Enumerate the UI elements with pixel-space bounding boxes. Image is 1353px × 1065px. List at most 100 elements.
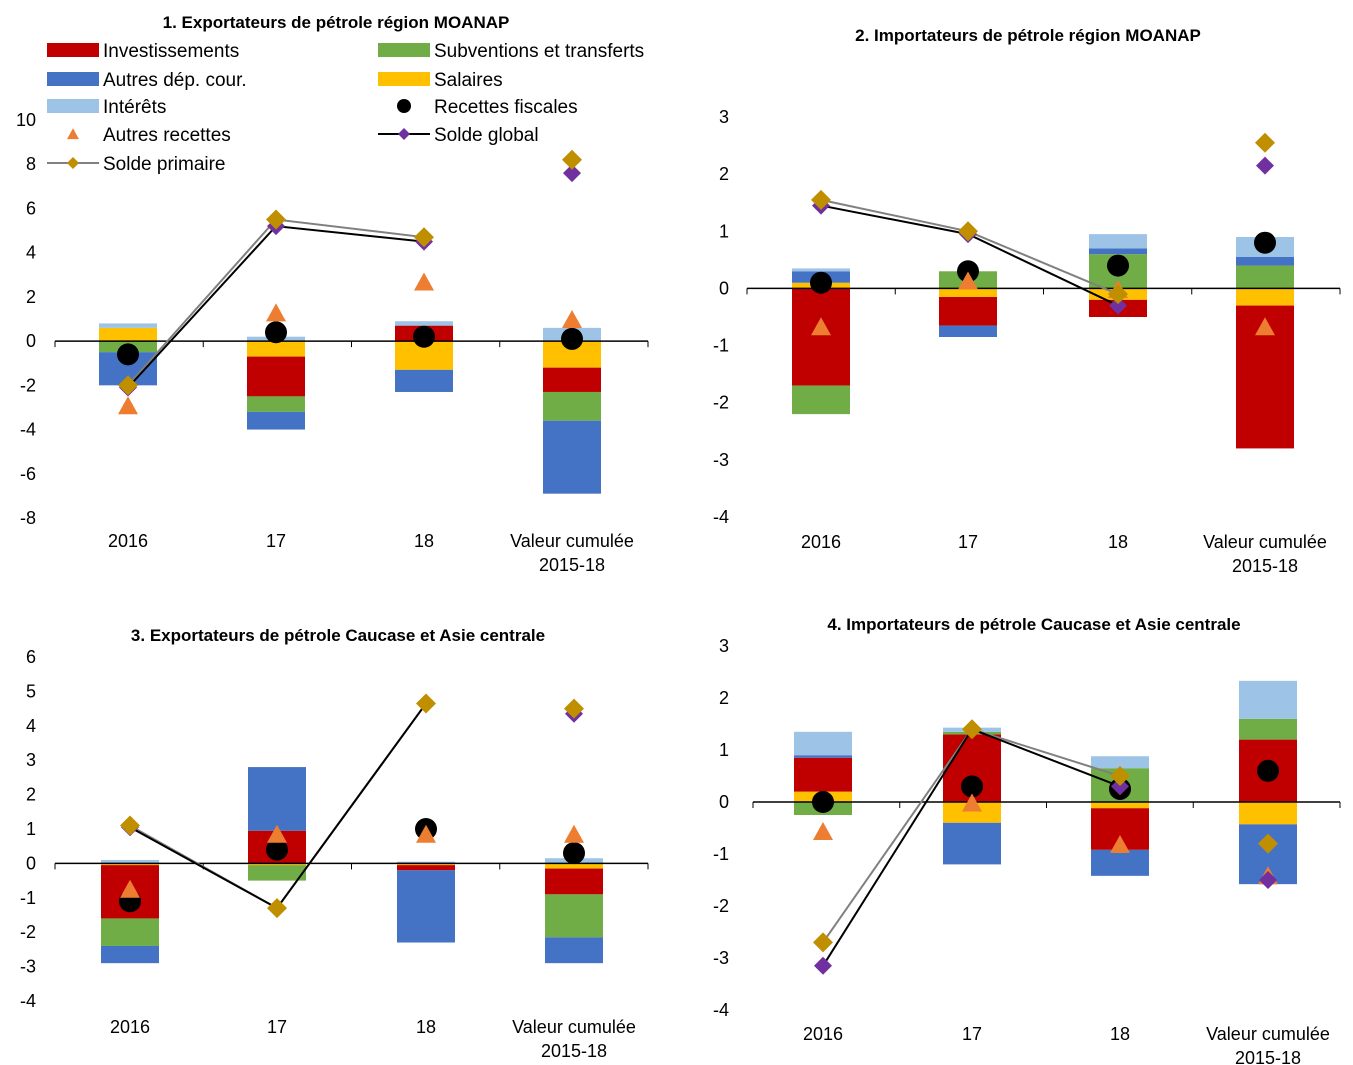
chart-title: 3. Exportateurs de pétrole Caucase et As… <box>131 626 545 645</box>
bar-subventions <box>1236 265 1294 289</box>
y-tick-label: 1 <box>26 819 36 839</box>
bar-interets <box>794 731 852 756</box>
point-autres-recettes <box>414 272 434 291</box>
point-autres-recettes <box>266 303 286 322</box>
bar-subventions <box>545 894 603 938</box>
x-category-label: 17 <box>962 1024 982 1044</box>
point-solde-primaire <box>416 693 436 714</box>
legend-label: Salaires <box>434 70 503 91</box>
point-autres-recettes <box>120 879 140 898</box>
point-recettes-fiscales <box>1254 231 1276 254</box>
y-tick-label: -2 <box>713 896 729 916</box>
point-solde-primaire <box>1108 284 1128 305</box>
y-tick-label: 1 <box>719 221 729 241</box>
point-autres-recettes <box>962 793 982 812</box>
point-autres-recettes <box>811 317 831 336</box>
y-tick-label: 6 <box>26 198 36 218</box>
bar-interets <box>99 323 157 328</box>
point-recettes-fiscales <box>563 842 585 865</box>
legend-swatch-solde_primaire <box>67 157 79 169</box>
bar-salaires <box>99 327 157 342</box>
point-solde-primaire <box>118 375 138 396</box>
point-solde-primaire <box>562 149 582 170</box>
y-tick-label: 10 <box>16 110 36 130</box>
bar-salaires <box>247 341 305 357</box>
bar-interets <box>397 861 455 864</box>
bar-investissements <box>792 288 850 386</box>
point-solde-global <box>1111 777 1129 796</box>
x-category-label: 18 <box>1108 532 1128 552</box>
x-category-label: 17 <box>958 532 978 552</box>
y-tick-label: 3 <box>26 750 36 770</box>
x-category-line: Valeur cumulée <box>512 1017 636 1037</box>
bar-autres_dep <box>1091 849 1149 876</box>
point-solde-global <box>1109 296 1127 315</box>
bar-salaires <box>545 863 603 869</box>
bar-autres_dep <box>1089 248 1147 255</box>
bar-autres_dep <box>247 411 305 430</box>
legend-label: Solde primaire <box>103 154 226 175</box>
y-tick-label: -1 <box>713 844 729 864</box>
x-category-label: Valeur cumulée 2015-18 <box>1203 532 1327 576</box>
legend: Investissements Subventions et transferts… <box>47 41 644 175</box>
point-autres-recettes <box>1110 835 1130 854</box>
bar-salaires <box>1236 288 1294 306</box>
point-recettes-fiscales <box>812 791 834 813</box>
point-autres-recettes <box>416 824 436 843</box>
legend-swatch-salaires <box>378 72 430 86</box>
bar-salaires <box>939 288 997 297</box>
y-tick-label: -4 <box>20 420 36 440</box>
point-solde-primaire <box>267 898 287 919</box>
y-tick-label: 2 <box>719 688 729 708</box>
bar-autres_dep <box>1236 257 1294 266</box>
y-tick-label: 0 <box>26 331 36 351</box>
bar-investissements <box>545 868 603 895</box>
y-tick-label: -3 <box>20 957 36 977</box>
bar-interets <box>395 321 453 326</box>
point-solde-primaire <box>120 815 140 836</box>
bar-investissements <box>247 356 305 397</box>
bar-interets <box>1239 680 1297 719</box>
bar-autres_dep <box>794 755 852 758</box>
y-tick-label: -1 <box>20 888 36 908</box>
y-tick-label: 3 <box>719 107 729 127</box>
y-tick-label: -8 <box>20 508 36 528</box>
point-autres-recettes <box>267 824 287 843</box>
point-autres-recettes <box>1255 317 1275 336</box>
point-recettes-fiscales <box>961 775 983 798</box>
y-tick-label: -4 <box>713 507 729 527</box>
y-tick-label: 2 <box>26 287 36 307</box>
y-tick-label: -4 <box>20 991 36 1011</box>
bar-salaires <box>1091 802 1149 809</box>
x-category-line: Valeur cumulée <box>1206 1024 1330 1044</box>
y-tick-label: 6 <box>26 647 36 667</box>
bar-investissements <box>397 865 455 871</box>
bar-salaires <box>397 863 455 866</box>
point-autres-recettes <box>564 824 584 843</box>
point-solde-primaire <box>1258 833 1278 854</box>
point-solde-primaire <box>564 698 584 719</box>
bar-subventions <box>792 385 850 415</box>
y-tick-label: 0 <box>719 792 729 812</box>
x-category-line: 2015-18 <box>1235 1048 1301 1065</box>
point-recettes-fiscales <box>266 838 288 861</box>
x-category-line: 2015-18 <box>541 1041 607 1061</box>
bar-subventions <box>247 396 305 412</box>
bar-autres_dep <box>248 767 306 831</box>
legend-label: Solde global <box>434 125 539 146</box>
bar-autres_dep <box>943 822 1001 865</box>
point-solde-primaire <box>1110 766 1130 786</box>
bar-subventions <box>248 865 306 881</box>
y-tick-label: -6 <box>20 464 36 484</box>
point-solde-primaire <box>1255 132 1275 153</box>
bar-investissements <box>939 297 997 326</box>
x-category-line: 2015-18 <box>539 555 605 575</box>
bar-autres_dep <box>395 369 453 392</box>
bar-interets <box>1089 234 1147 249</box>
x-category-label: Valeur cumulée 2015-18 <box>512 1017 636 1061</box>
x-category-label: 18 <box>1110 1024 1130 1044</box>
y-tick-label: -2 <box>20 922 36 942</box>
bar-autres_dep <box>101 945 159 964</box>
y-tick-label: 5 <box>26 681 36 701</box>
y-tick-label: 3 <box>719 636 729 656</box>
